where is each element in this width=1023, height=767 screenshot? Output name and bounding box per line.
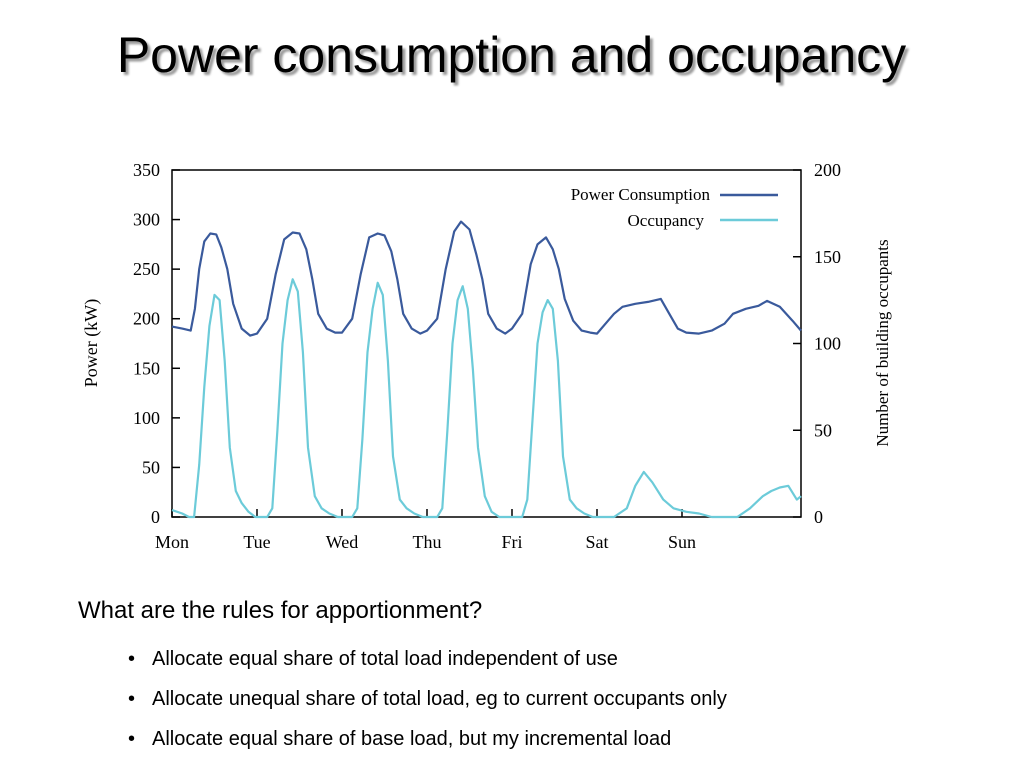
y-tick-label: 100	[133, 408, 160, 428]
series-line-power-consumption	[171, 220, 802, 337]
legend-label-power-consumption: Power Consumption	[571, 185, 711, 204]
power-occupancy-chart: 0 50 100 150 200 250 300 350 0 50 100 150 200 Mon Tue W…	[81, 160, 892, 552]
y-tick-label: 200	[133, 309, 160, 329]
y-tick-label: 0	[151, 507, 160, 527]
y2-axis-label: Number of building occupants	[873, 239, 892, 446]
bullet-dot-icon: •	[128, 728, 136, 750]
series-line-occupancy	[171, 278, 802, 519]
y-tick-label: 50	[142, 457, 160, 477]
bullet-text: Allocate equal share of base load, but m…	[152, 728, 672, 750]
y2-tick-label: 0	[814, 507, 823, 527]
bullet-dot-icon: •	[128, 648, 136, 670]
bullet-item: • Allocate equal share of total load inde…	[128, 646, 727, 686]
bullet-item: • Allocate equal share of base load, but …	[128, 726, 727, 766]
chart-legend: Power Consumption Occupancy	[571, 185, 778, 230]
x-tick-label: Thu	[413, 532, 442, 552]
y-tick-label: 250	[133, 259, 160, 279]
x-tick-label: Fri	[501, 532, 522, 552]
x-tick-label: Sat	[585, 532, 608, 552]
bullet-dot-icon: •	[128, 688, 136, 710]
y2-tick-label: 100	[814, 334, 841, 354]
bullet-text: Allocate equal share of total load indep…	[152, 648, 618, 670]
x-tick-label: Tue	[243, 532, 270, 552]
slide-title: Power consumption and occupancy	[116, 27, 907, 83]
y-tick-label: 300	[133, 210, 160, 230]
y2-tick-label: 50	[814, 420, 832, 440]
axes-group: 0 50 100 150 200 250 300 350 0 50 100 150 200 Mon Tue W…	[133, 160, 841, 552]
y2-tick-label: 150	[814, 247, 841, 267]
bullet-item: • Allocate unequal share of total load, e…	[128, 686, 727, 726]
y-tick-label: 350	[133, 160, 160, 180]
y-tick-label: 150	[133, 358, 160, 378]
bullet-text: Allocate unequal share of total load, eg…	[152, 688, 727, 710]
x-tick-label: Sun	[668, 532, 696, 552]
y2-tick-label: 200	[814, 160, 841, 180]
apportionment-question: What are the rules for apportionment?	[78, 597, 483, 624]
y-axis-label: Power (kW)	[81, 299, 102, 387]
plot-area-frame	[171, 169, 802, 518]
bullet-list: • Allocate equal share of total load inde…	[128, 646, 727, 766]
series-lines	[171, 220, 802, 519]
x-tick-label: Mon	[155, 532, 189, 552]
legend-label-occupancy: Occupancy	[628, 211, 705, 230]
x-tick-label: Wed	[326, 532, 359, 552]
